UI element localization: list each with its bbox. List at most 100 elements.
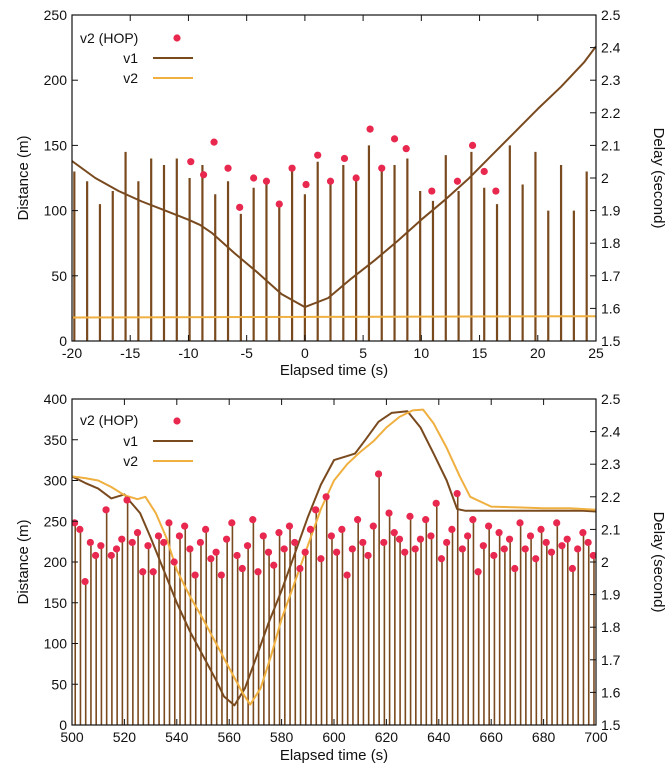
bottom-x-tick-label: 620 — [375, 729, 399, 745]
bottom-y2-tick-label: 2.1 — [601, 521, 621, 537]
bottom-x-tick-label: 640 — [427, 729, 451, 745]
bottom-y-tick-label: 0 — [59, 717, 67, 733]
bottom-legend-hop-marker — [173, 417, 181, 425]
bottom-x-tick-label: 540 — [165, 729, 189, 745]
bottom-x-tick-label: 560 — [218, 729, 242, 745]
bottom-hop-point — [385, 509, 393, 517]
bottom-hop-point — [484, 522, 493, 530]
bottom-hop-point — [411, 545, 419, 553]
bottom-y-tick-label: 250 — [44, 513, 68, 529]
bottom-hop-point — [395, 535, 404, 543]
bottom-hop-point — [128, 538, 136, 547]
bottom-y2-tick-label: 2 — [601, 554, 609, 570]
bottom-hop-point — [139, 568, 147, 576]
top-hop-point — [314, 151, 322, 159]
top-legend-v2-label: v2 — [123, 70, 138, 86]
bottom-y-tick-label: 200 — [44, 554, 68, 570]
bottom-y2-tick-label: 2.4 — [601, 424, 621, 440]
bottom-chart-ticks: 500 520 540 560 580 600 620 640 660 680 700 0 50 100 1… — [44, 391, 621, 745]
bottom-hop-point — [364, 551, 372, 560]
bottom-hop-point — [243, 542, 252, 550]
bottom-hop-point — [532, 555, 540, 563]
top-hop-point — [378, 164, 386, 172]
bottom-y2-tick-label: 1.9 — [601, 587, 621, 603]
bottom-y2-tick-label: 1.6 — [601, 684, 621, 700]
top-y2-tick-label: 2.5 — [601, 7, 621, 23]
bottom-hop-point — [416, 535, 425, 543]
bottom-y2-axis-label: Delay (second) — [650, 512, 667, 613]
top-x-tick-label: -15 — [120, 345, 140, 361]
top-x-tick-label: -20 — [62, 345, 82, 361]
bottom-y2-tick-label: 2.5 — [601, 391, 621, 407]
top-legend: v2 (HOP) v1 v2 — [80, 22, 198, 86]
bottom-hop-point — [390, 529, 398, 537]
bottom-hop-point — [160, 538, 168, 547]
bottom-hop-point — [401, 548, 409, 556]
bottom-hop-point — [327, 532, 335, 540]
bottom-x-tick-label: 660 — [480, 729, 504, 745]
bottom-hop-point — [464, 532, 472, 540]
bottom-y-axis-label: Distance (m) — [15, 519, 32, 604]
bottom-hop-point — [107, 551, 115, 560]
bottom-y2-tick-label: 1.8 — [601, 619, 621, 635]
top-chart-ticks: -20 -15 -10 -5 0 5 10 15 20 250501001502002501.51… — [44, 7, 621, 361]
top-legend-v1-label: v1 — [123, 50, 138, 66]
bottom-y2-tick-label: 2.2 — [601, 489, 621, 505]
bottom-hop-point — [453, 489, 461, 498]
bottom-hop-point — [427, 532, 435, 540]
bottom-x-tick-label: 700 — [584, 729, 608, 745]
bottom-y-tick-label: 100 — [44, 636, 68, 652]
bottom-hop-point — [422, 516, 430, 524]
top-y2-tick-label: 2.2 — [601, 105, 621, 121]
bottom-y-tick-label: 350 — [44, 432, 68, 448]
bottom-hop-point — [275, 529, 283, 537]
top-y-tick-label: 100 — [44, 203, 68, 219]
bottom-hop-point — [233, 551, 241, 560]
bottom-hop-point — [516, 519, 524, 527]
bottom-hop-point — [191, 571, 199, 579]
bottom-hop-point — [228, 519, 236, 527]
top-hop-point — [275, 200, 283, 208]
bottom-hop-point — [186, 545, 194, 553]
bottom-hop-point — [112, 545, 121, 553]
top-legend-hop-marker — [173, 34, 181, 42]
bottom-hop-point — [458, 545, 466, 553]
top-y-tick-label: 200 — [44, 72, 68, 88]
bottom-line-v2 — [72, 408, 596, 706]
bottom-legend-v1-label: v1 — [123, 433, 138, 449]
top-x-tick-label: 0 — [301, 345, 309, 361]
bottom-hop-point — [181, 522, 189, 530]
top-hop-point — [326, 177, 335, 185]
top-hop-point — [492, 187, 500, 195]
top-x-tick-label: -5 — [240, 345, 253, 361]
bottom-hop-point — [348, 545, 356, 553]
bottom-hop-point — [144, 542, 152, 550]
bottom-hop-point — [479, 542, 487, 550]
bottom-chart-panel: 500 520 540 560 580 600 620 640 660 680 700 0 50 100 1… — [15, 391, 667, 764]
bottom-hop-point — [249, 516, 257, 524]
bottom-hop-point — [338, 525, 346, 534]
top-legend-hop-label: v2 (HOP) — [80, 30, 138, 46]
top-hop-point — [250, 174, 258, 182]
top-hop-point — [302, 180, 310, 189]
bottom-x-tick-label: 600 — [322, 729, 346, 745]
bottom-x-tick-label: 500 — [60, 729, 84, 745]
top-y-axis-label: Distance (m) — [15, 135, 32, 220]
top-hop-point — [236, 203, 244, 211]
bottom-hop-point — [558, 542, 566, 550]
bottom-hop-point — [437, 555, 446, 563]
bottom-hop-point — [547, 548, 556, 556]
bottom-hop-point — [212, 548, 220, 556]
top-line-v2 — [72, 315, 596, 319]
top-hop-point — [288, 164, 296, 172]
top-y2-tick-label: 1.7 — [601, 268, 621, 284]
top-y2-tick-label: 1.9 — [601, 203, 621, 219]
bottom-hop-point — [511, 564, 519, 573]
bottom-chart-marks — [72, 408, 596, 725]
top-x-tick-label: -10 — [178, 345, 198, 361]
bottom-y2-tick-label: 1.5 — [601, 717, 621, 733]
bottom-hop-point — [123, 496, 131, 504]
top-hop-point — [390, 135, 399, 143]
bottom-hop-point — [537, 525, 545, 534]
bottom-hop-point — [542, 538, 550, 547]
